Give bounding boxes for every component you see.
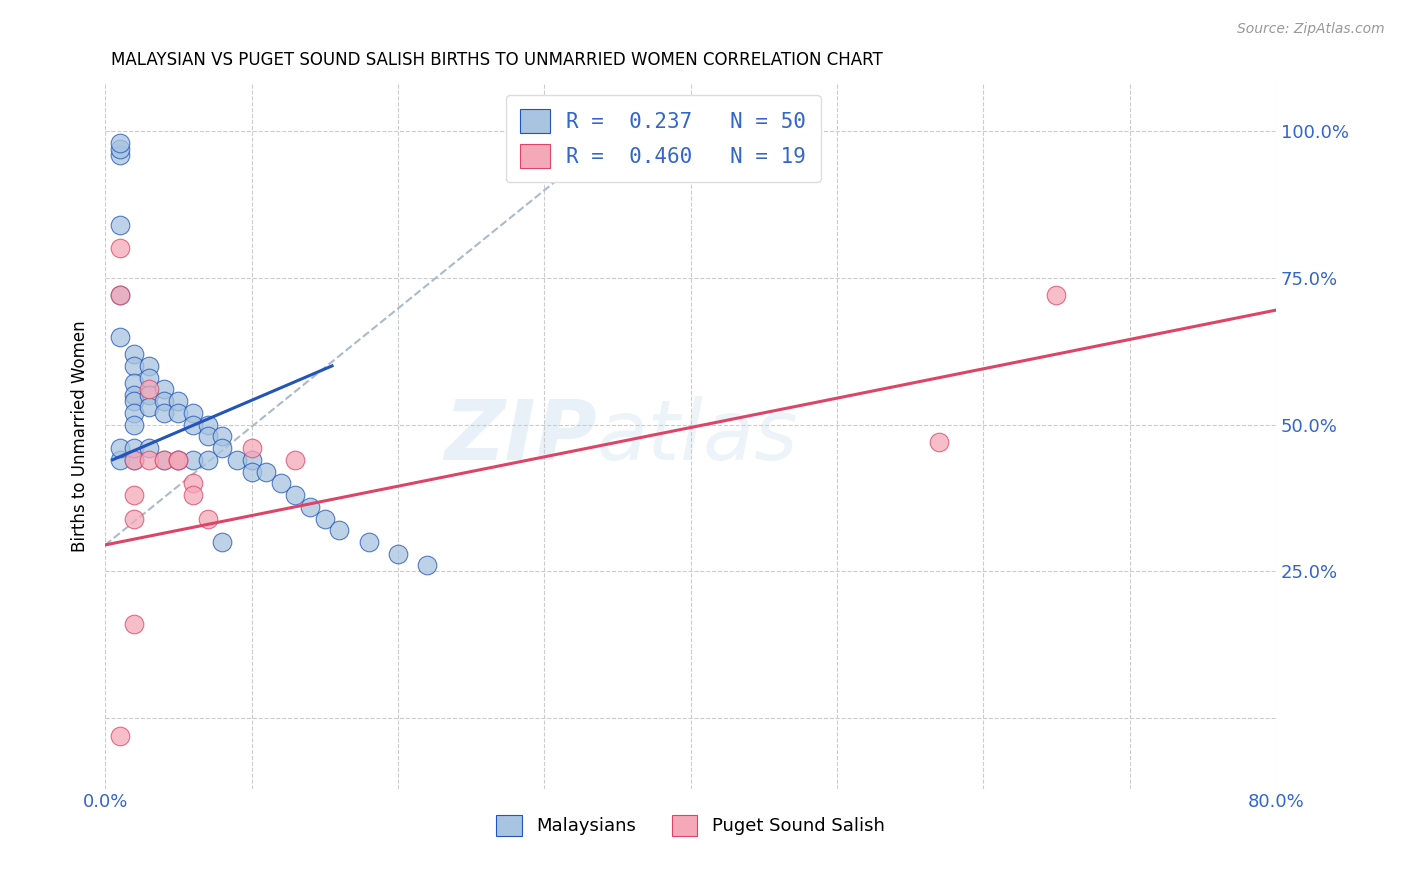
Point bbox=[124, 388, 146, 402]
Point bbox=[152, 452, 174, 467]
Point bbox=[124, 406, 146, 420]
Point bbox=[211, 441, 233, 455]
Point bbox=[108, 729, 131, 743]
Point bbox=[152, 406, 174, 420]
Point bbox=[152, 383, 174, 397]
Point bbox=[167, 394, 190, 409]
Point bbox=[284, 488, 307, 502]
Point bbox=[138, 388, 160, 402]
Point bbox=[181, 488, 204, 502]
Point bbox=[211, 535, 233, 549]
Point bbox=[328, 523, 350, 537]
Point bbox=[124, 488, 146, 502]
Point bbox=[152, 452, 174, 467]
Point bbox=[928, 435, 950, 450]
Point bbox=[226, 452, 249, 467]
Text: atlas: atlas bbox=[598, 396, 799, 477]
Point bbox=[211, 429, 233, 443]
Point bbox=[167, 452, 190, 467]
Point bbox=[197, 417, 219, 432]
Text: MALAYSIAN VS PUGET SOUND SALISH BIRTHS TO UNMARRIED WOMEN CORRELATION CHART: MALAYSIAN VS PUGET SOUND SALISH BIRTHS T… bbox=[111, 51, 883, 69]
Point bbox=[138, 452, 160, 467]
Point bbox=[108, 218, 131, 232]
Point bbox=[197, 511, 219, 525]
Point bbox=[240, 452, 263, 467]
Point bbox=[387, 547, 409, 561]
Point bbox=[108, 142, 131, 156]
Text: Source: ZipAtlas.com: Source: ZipAtlas.com bbox=[1237, 22, 1385, 37]
Point bbox=[181, 476, 204, 491]
Point bbox=[254, 465, 277, 479]
Point bbox=[167, 452, 190, 467]
Point bbox=[152, 394, 174, 409]
Point bbox=[240, 441, 263, 455]
Point bbox=[108, 147, 131, 161]
Point bbox=[108, 288, 131, 302]
Point bbox=[108, 329, 131, 343]
Point bbox=[240, 465, 263, 479]
Point bbox=[124, 417, 146, 432]
Point bbox=[108, 136, 131, 150]
Text: ZIP: ZIP bbox=[444, 396, 598, 477]
Point bbox=[181, 452, 204, 467]
Point bbox=[181, 406, 204, 420]
Point bbox=[124, 441, 146, 455]
Point bbox=[314, 511, 336, 525]
Point bbox=[124, 376, 146, 391]
Point bbox=[108, 242, 131, 256]
Y-axis label: Births to Unmarried Women: Births to Unmarried Women bbox=[72, 320, 89, 552]
Legend: Malaysians, Puget Sound Salish: Malaysians, Puget Sound Salish bbox=[489, 807, 891, 843]
Point bbox=[357, 535, 380, 549]
Point bbox=[108, 441, 131, 455]
Point bbox=[1045, 288, 1067, 302]
Point bbox=[108, 452, 131, 467]
Point bbox=[124, 511, 146, 525]
Point bbox=[124, 617, 146, 632]
Point bbox=[124, 359, 146, 373]
Point bbox=[108, 288, 131, 302]
Point bbox=[138, 370, 160, 384]
Point bbox=[197, 452, 219, 467]
Point bbox=[138, 383, 160, 397]
Point bbox=[416, 558, 439, 573]
Point bbox=[284, 452, 307, 467]
Point bbox=[270, 476, 292, 491]
Point bbox=[299, 500, 322, 514]
Point bbox=[181, 417, 204, 432]
Point bbox=[124, 347, 146, 361]
Point bbox=[138, 441, 160, 455]
Point bbox=[167, 452, 190, 467]
Point bbox=[124, 452, 146, 467]
Point bbox=[138, 359, 160, 373]
Point bbox=[197, 429, 219, 443]
Point bbox=[124, 394, 146, 409]
Point bbox=[124, 452, 146, 467]
Point bbox=[138, 400, 160, 414]
Point bbox=[167, 406, 190, 420]
